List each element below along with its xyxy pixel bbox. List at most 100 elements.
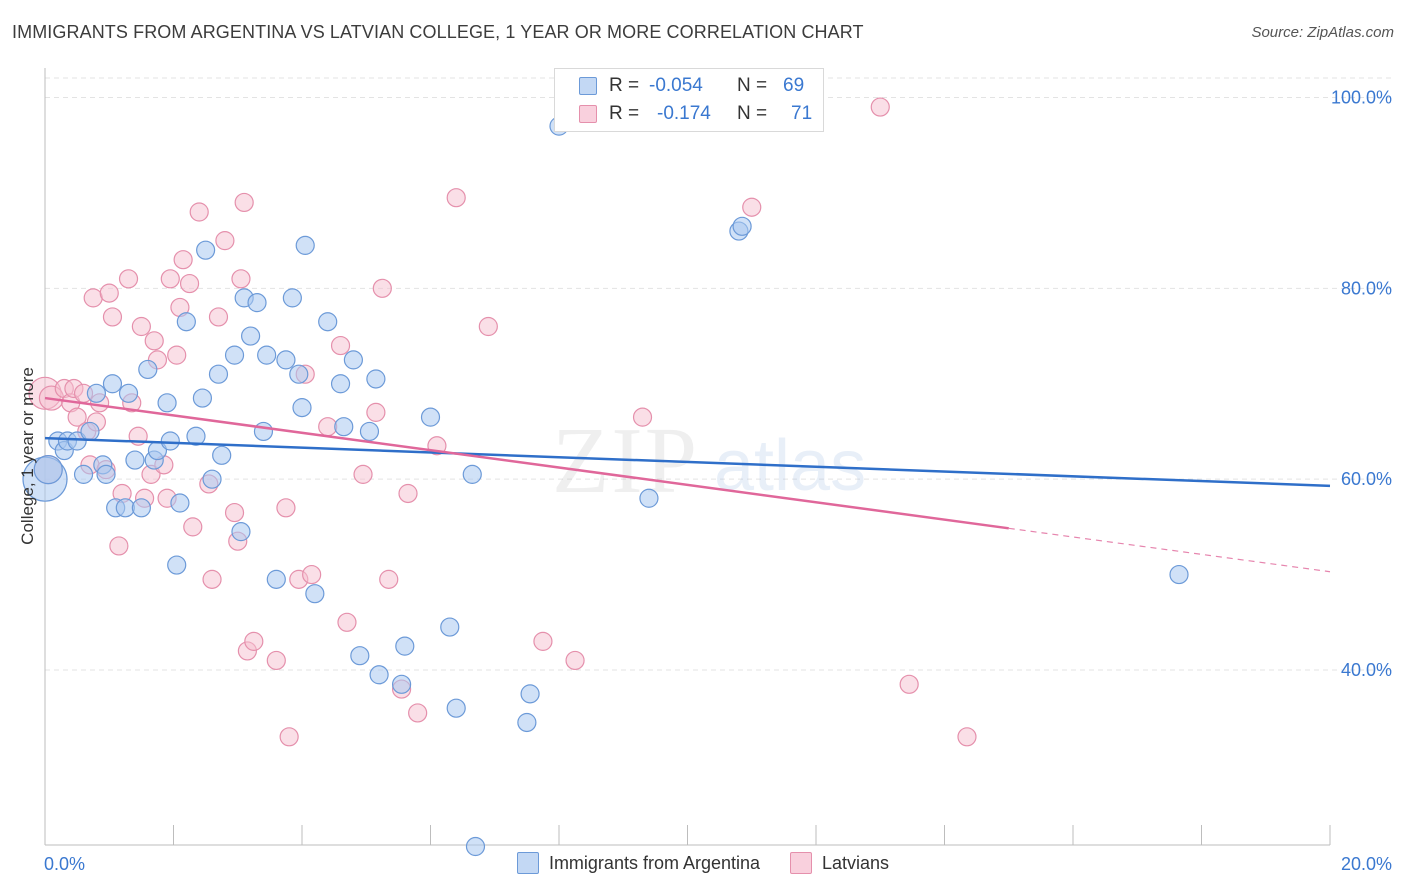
- data-point-latvians: [231, 269, 251, 289]
- trend-line-latvians: [44, 396, 1009, 530]
- data-point-argentina: [366, 369, 386, 389]
- r-value: -0.174: [657, 103, 711, 124]
- x-tick-label: 0.0%: [44, 854, 85, 874]
- data-point-argentina: [118, 383, 139, 403]
- r-label: R =: [609, 103, 640, 124]
- data-point-latvians: [276, 498, 296, 518]
- data-point-argentina: [440, 617, 460, 637]
- data-point-latvians: [83, 288, 103, 308]
- data-point-argentina: [305, 584, 325, 604]
- data-point-argentina: [732, 216, 752, 236]
- data-point-latvians: [353, 464, 373, 484]
- chart-title: IMMIGRANTS FROM ARGENTINA VS LATVIAN COL…: [12, 22, 864, 42]
- legend-item-argentina: Immigrants from Argentina: [516, 852, 761, 874]
- data-point-argentina: [420, 407, 441, 427]
- data-point-latvians: [109, 536, 129, 556]
- legend-label: Latvians: [822, 852, 890, 873]
- data-point-argentina: [102, 374, 123, 394]
- data-point-latvians: [144, 331, 164, 351]
- data-point-argentina: [343, 350, 363, 370]
- n-label: N =: [737, 103, 768, 124]
- data-point-latvians: [118, 269, 139, 289]
- data-point-latvians: [208, 307, 229, 327]
- data-point-latvians: [215, 231, 235, 251]
- argentina-swatch: [579, 77, 597, 95]
- data-point-argentina: [350, 646, 370, 666]
- watermark: ZIP atlas: [552, 409, 866, 513]
- argentina-swatch: [516, 852, 539, 874]
- data-point-latvians: [446, 188, 466, 208]
- data-point-argentina: [253, 421, 274, 442]
- data-point-latvians: [173, 250, 193, 270]
- data-point-latvians: [266, 650, 286, 671]
- data-point-argentina: [231, 522, 251, 542]
- stats-row-latvians: R = -0.174 N = 71: [579, 102, 812, 126]
- data-point-latvians: [224, 502, 245, 523]
- y-tick-label: 100.0%: [1331, 88, 1392, 108]
- data-point-argentina: [276, 350, 296, 370]
- data-point-latvians: [102, 307, 123, 327]
- gridlines: [45, 77, 1392, 671]
- data-point-argentina: [520, 684, 540, 704]
- legend-label: Immigrants from Argentina: [548, 852, 761, 873]
- data-point-argentina: [289, 364, 309, 384]
- data-point-latvians: [398, 483, 418, 504]
- data-point-argentina: [330, 374, 351, 394]
- data-point-argentina: [212, 445, 232, 465]
- data-point-argentina: [359, 421, 380, 442]
- data-point-argentina: [96, 464, 116, 484]
- source-label: Source: ZipAtlas.com: [1251, 24, 1394, 41]
- data-point-latvians: [372, 278, 392, 298]
- data-point-argentina: [241, 326, 261, 346]
- n-value: 71: [791, 103, 813, 124]
- data-point-latvians: [957, 727, 977, 747]
- argentina-points: [22, 87, 1189, 857]
- data-point-latvians: [408, 703, 428, 723]
- data-point-argentina: [138, 359, 158, 380]
- data-point-latvians: [330, 335, 351, 356]
- series-legend: Immigrants from Argentina Latvians: [0, 852, 1406, 874]
- data-point-latvians: [167, 345, 187, 365]
- data-point-argentina: [465, 836, 486, 857]
- data-point-argentina: [395, 636, 415, 656]
- data-point-argentina: [186, 426, 206, 446]
- data-point-argentina: [33, 455, 63, 485]
- data-point-latvians: [183, 517, 203, 537]
- latvians-points: [28, 97, 977, 747]
- data-point-argentina: [167, 555, 187, 575]
- y-tick-label: 80.0%: [1341, 278, 1392, 298]
- y-tick-label: 40.0%: [1341, 660, 1392, 680]
- data-point-argentina: [125, 450, 145, 470]
- data-point-latvians: [67, 407, 87, 427]
- data-point-latvians: [533, 631, 553, 651]
- data-point-latvians: [234, 192, 254, 213]
- trend-line-latvians-extension: [1008, 527, 1331, 573]
- stats-row-argentina: R = -0.054 N = 69: [579, 74, 804, 98]
- data-point-argentina: [202, 469, 222, 489]
- y-axis-label: College, 1 year or more: [18, 367, 37, 545]
- data-point-argentina: [67, 431, 87, 451]
- data-point-latvians: [337, 612, 357, 632]
- data-point-argentina: [131, 498, 151, 518]
- trend-line-argentina: [44, 436, 1331, 488]
- data-point-argentina: [369, 665, 389, 685]
- data-point-argentina: [282, 288, 302, 308]
- data-point-latvians: [99, 283, 119, 303]
- y-tick-labels: 40.0% 60.0% 80.0% 100.0%: [1331, 88, 1392, 681]
- r-value: -0.054: [649, 75, 703, 96]
- data-point-argentina: [295, 235, 315, 255]
- data-point-argentina: [318, 312, 338, 332]
- latvians-swatch: [790, 852, 813, 874]
- data-point-latvians: [870, 97, 890, 117]
- data-point-argentina: [1169, 564, 1189, 585]
- data-point-argentina: [160, 431, 180, 451]
- data-point-argentina: [257, 345, 277, 365]
- data-point-latvians: [478, 316, 498, 337]
- data-point-latvians: [379, 569, 399, 589]
- data-point-argentina: [176, 312, 196, 332]
- stats-legend: R = -0.054 N = 69 R = -0.174 N = 71: [554, 68, 824, 132]
- data-point-latvians: [565, 650, 585, 671]
- data-point-argentina: [247, 293, 267, 313]
- y-tick-label: 60.0%: [1341, 469, 1392, 489]
